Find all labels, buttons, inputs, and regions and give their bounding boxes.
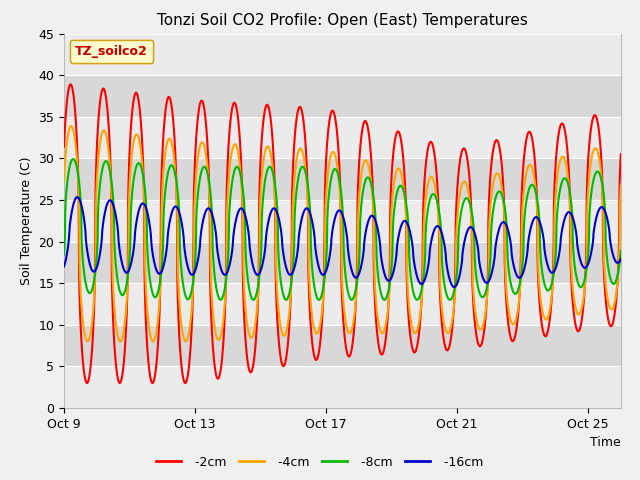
Title: Tonzi Soil CO2 Profile: Open (East) Temperatures: Tonzi Soil CO2 Profile: Open (East) Temp… (157, 13, 528, 28)
Bar (64, 241, 621, 283)
Bar (64, 158, 621, 200)
X-axis label: Time: Time (590, 436, 621, 449)
Bar (64, 200, 621, 241)
Bar (64, 34, 621, 75)
Bar (64, 325, 621, 366)
Bar (64, 366, 621, 408)
Bar (64, 283, 621, 325)
Bar (64, 75, 621, 117)
Y-axis label: Soil Temperature (C): Soil Temperature (C) (20, 156, 33, 285)
Legend: TZ_soilco2: TZ_soilco2 (70, 40, 153, 63)
Bar (64, 117, 621, 158)
Legend:  -2cm,  -4cm,  -8cm,  -16cm: -2cm, -4cm, -8cm, -16cm (151, 451, 489, 474)
